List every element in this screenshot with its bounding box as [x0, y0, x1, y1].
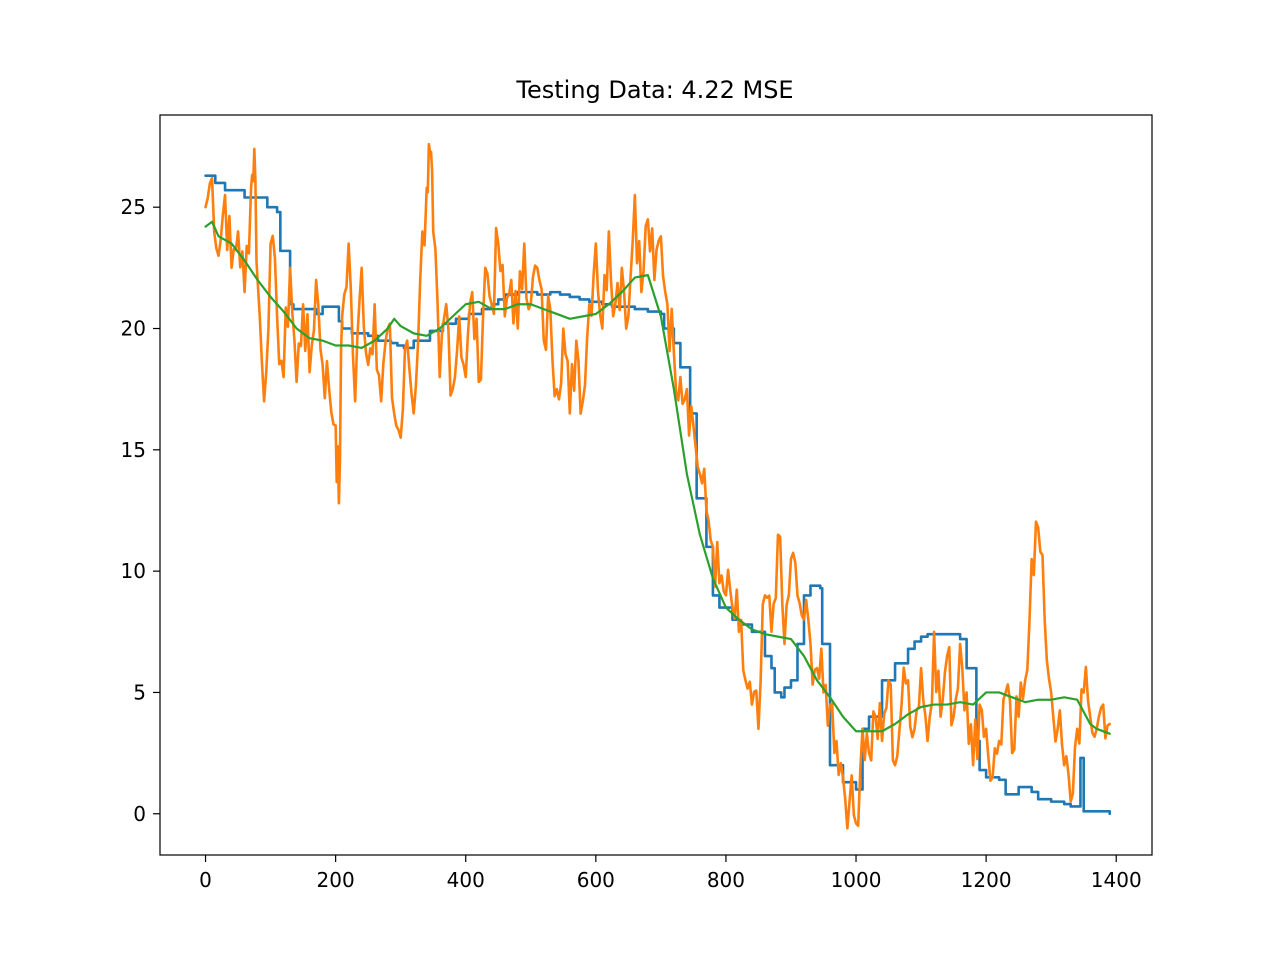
x-axis: 0 200 400 600 800 1000 1200 1400	[199, 855, 1142, 892]
plot-area	[204, 142, 1112, 830]
x-tick-label-200: 200	[317, 868, 355, 892]
x-tick-label-800: 800	[707, 868, 745, 892]
y-tick-label-0: 0	[133, 802, 146, 826]
y-axis: 0 5 10 15 20 25	[121, 195, 160, 826]
chart-title: Testing Data: 4.22 MSE	[515, 76, 793, 104]
y-tick-label-5: 5	[133, 680, 146, 704]
series-green-line	[204, 220, 1111, 735]
x-tick-label-600: 600	[577, 868, 615, 892]
x-tick-label-400: 400	[447, 868, 485, 892]
x-tick-label-1000: 1000	[831, 868, 882, 892]
series-orange-line	[204, 142, 1112, 830]
x-tick-label-0: 0	[199, 868, 212, 892]
y-tick-label-10: 10	[121, 559, 146, 583]
axes-frame	[159, 114, 1153, 856]
y-tick-label-25: 25	[121, 195, 146, 219]
y-tick-label-20: 20	[121, 317, 146, 341]
x-tick-label-1400: 1400	[1091, 868, 1142, 892]
x-tick-label-1200: 1200	[961, 868, 1012, 892]
y-tick-label-15: 15	[121, 438, 146, 462]
